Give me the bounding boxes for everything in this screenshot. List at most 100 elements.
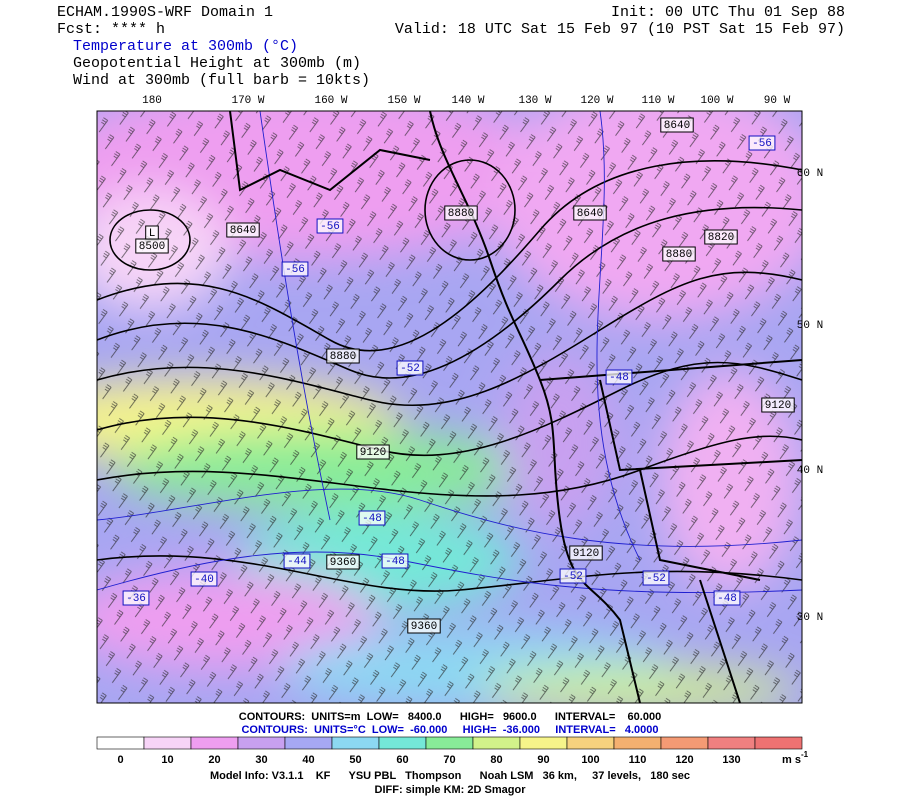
temperature-contour-info: CONTOURS: UNITS=°C LOW= -60.000 HIGH= -3…: [241, 724, 658, 736]
temperature-label-text: -52: [563, 571, 583, 583]
colorbar-label: 130: [722, 754, 740, 766]
height-label-box: [444, 205, 478, 221]
height-label-box: [326, 348, 360, 364]
colorbar-label: 20: [208, 754, 220, 766]
map-frame: [96, 110, 803, 704]
longitude-label: 110 W: [641, 95, 674, 107]
height-label-text: 9120: [573, 548, 599, 560]
longitude-label: 170 W: [231, 95, 264, 107]
temperature-label-box: [559, 568, 587, 584]
longitude-label: 160 W: [314, 95, 347, 107]
height-label-text: 9360: [411, 621, 437, 633]
field-height: Geopotential Height at 300mb (m): [73, 55, 361, 72]
longitude-label: 150 W: [387, 95, 420, 107]
height-label: 8820: [704, 229, 738, 245]
init-time: Init: 00 UTC Thu 01 Sep 88: [611, 4, 845, 21]
temperature-label-text: -48: [385, 556, 405, 568]
temperature-label-text: -52: [646, 573, 666, 585]
height-contours: [97, 159, 802, 592]
height-label-text: 8640: [664, 120, 690, 132]
temperature-label-box: [381, 553, 409, 569]
colorbar-label: 110: [629, 754, 647, 766]
map-area: [97, 111, 802, 703]
height-label-box: [569, 545, 603, 561]
latitude-label: 40 N: [797, 465, 823, 477]
colorbar-label: 40: [302, 754, 314, 766]
temperature-label: -48: [713, 590, 741, 606]
colorbar-swatch: [284, 736, 333, 750]
temperature-label-text: -56: [752, 138, 772, 150]
longitude-label: 100 W: [700, 95, 733, 107]
colorbar-swatch: [613, 736, 662, 750]
height-label: 8500: [135, 238, 169, 254]
temperature-label-text: -56: [285, 264, 305, 276]
height-label-text: 8880: [330, 351, 356, 363]
height-label-box: [407, 618, 441, 634]
longitude-label: 130 W: [518, 95, 551, 107]
colorbar-swatch: [707, 736, 756, 750]
height-label: 8640: [573, 205, 607, 221]
colorbar-swatch: [190, 736, 239, 750]
height-label-text: 8500: [139, 241, 165, 253]
height-label-text: 8880: [448, 208, 474, 220]
colorbar-swatch: [519, 736, 568, 750]
longitude-label: 120 W: [580, 95, 613, 107]
height-label: 8640: [660, 117, 694, 133]
wind-barbs: [97, 111, 802, 703]
colorbar-label: 10: [161, 754, 173, 766]
temperature-label: -52: [642, 570, 670, 586]
colorbar-swatch: [660, 736, 709, 750]
valid-time: Valid: 18 UTC Sat 15 Feb 97 (10 PST Sat …: [395, 21, 845, 38]
temperature-label: -48: [605, 369, 633, 385]
temperature-label-box: [281, 261, 309, 277]
temperature-label-box: [642, 570, 670, 586]
temperature-label: -56: [281, 261, 309, 277]
temperature-label-text: -36: [126, 593, 146, 605]
temperature-label: -48: [358, 510, 386, 526]
temperature-label: -40: [190, 571, 218, 587]
colorbar-label: 90: [537, 754, 549, 766]
colorbar-label: 0: [117, 754, 123, 766]
temperature-label: -56: [748, 135, 776, 151]
height-label-box: [704, 229, 738, 245]
low-marker-text: L: [149, 228, 156, 240]
height-label-box: [356, 444, 390, 460]
colorbar-swatch: [331, 736, 380, 750]
temperature-label-text: -44: [287, 556, 307, 568]
temperature-label: -52: [396, 360, 424, 376]
forecast-hour: Fcst: **** h: [57, 21, 165, 38]
height-label: 8880: [662, 246, 696, 262]
height-label-text: 8640: [230, 225, 256, 237]
temperature-label-text: -48: [609, 372, 629, 384]
height-label: 8880: [326, 348, 360, 364]
height-label-text: 8820: [708, 232, 734, 244]
temperature-label: -56: [316, 218, 344, 234]
height-label: 9120: [761, 397, 795, 413]
temperature-label-text: -56: [320, 221, 340, 233]
height-label-box: [662, 246, 696, 262]
colorbar-swatch: [472, 736, 521, 750]
temperature-label-text: -52: [400, 363, 420, 375]
height-label-text: 8880: [666, 249, 692, 261]
colorbar: 0 10 20 30 40 50 60 70 80 90 100 110 120 130 m s-1: [96, 736, 809, 766]
latitude-label: 30 N: [797, 612, 823, 624]
model-info: Model Info: V3.1.1 KF YSU PBL Thompson N…: [210, 770, 690, 782]
longitude-label: 90 W: [764, 95, 791, 107]
height-label-box: [761, 397, 795, 413]
height-label-text: 9120: [360, 447, 386, 459]
temperature-label-box: [396, 360, 424, 376]
height-label: 9120: [356, 444, 390, 460]
height-label: 9360: [407, 618, 441, 634]
model-title: ECHAM.1990S-WRF Domain 1: [57, 4, 273, 21]
colorbar-swatch: [566, 736, 615, 750]
unit-base: m s: [782, 754, 801, 766]
height-label-box: [226, 222, 260, 238]
colorbar-unit: m s-1: [782, 750, 809, 766]
temperature-label-box: [605, 369, 633, 385]
unit-exponent: -1: [801, 750, 809, 759]
colorbar-swatch: [96, 736, 145, 750]
temperature-label-box: [190, 571, 218, 587]
colorbar-label: 100: [581, 754, 599, 766]
height-label: 9360: [326, 554, 360, 570]
